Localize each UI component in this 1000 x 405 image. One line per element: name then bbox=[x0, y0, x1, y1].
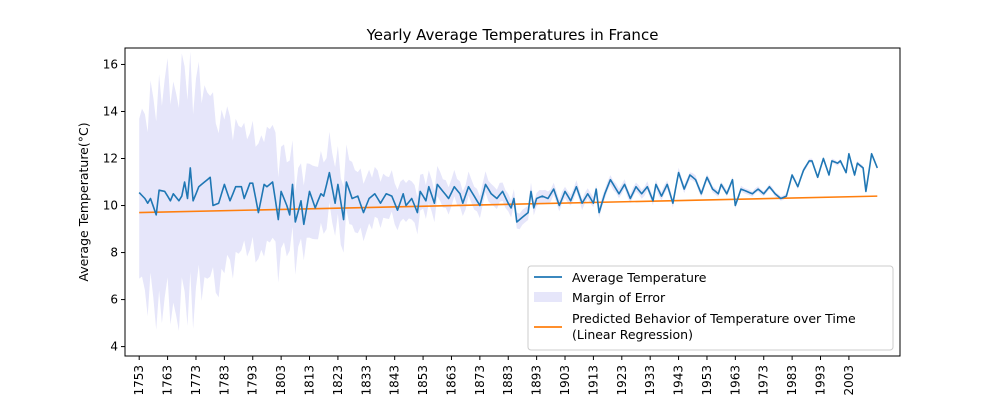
x-tick-label: 1883 bbox=[501, 365, 515, 396]
x-tick-label: 1893 bbox=[530, 365, 544, 396]
x-tick-label: 1943 bbox=[672, 365, 686, 396]
x-tick-label: 1763 bbox=[161, 365, 175, 396]
legend: Average Temperature Margin of Error Predic… bbox=[527, 265, 894, 351]
x-tick-label: 1843 bbox=[388, 365, 402, 396]
x-tick-label: 1823 bbox=[331, 365, 345, 396]
legend-label-regression: Predicted Behavior of Temperature over T… bbox=[572, 311, 856, 342]
x-tick-label: 1803 bbox=[274, 365, 288, 396]
x-tick-label: 1983 bbox=[785, 365, 799, 396]
y-tick-label: 10 bbox=[103, 199, 118, 213]
x-tick-label: 1793 bbox=[246, 365, 260, 396]
legend-box bbox=[527, 265, 894, 351]
y-tick-label: 8 bbox=[110, 246, 118, 260]
x-tick-label: 1993 bbox=[814, 365, 828, 396]
x-tick-label: 2003 bbox=[842, 365, 856, 396]
plot-area bbox=[138, 51, 879, 331]
chart-title: Yearly Average Temperatures in France bbox=[366, 26, 659, 44]
y-tick-label: 6 bbox=[110, 293, 118, 307]
average-temperature-line bbox=[138, 153, 879, 226]
legend-swatch-error-band bbox=[534, 292, 562, 302]
y-tick-label: 4 bbox=[110, 340, 118, 354]
x-tick-label: 1873 bbox=[473, 365, 487, 396]
legend-label-error-band: Margin of Error bbox=[572, 290, 666, 305]
legend-label-average: Average Temperature bbox=[572, 270, 707, 285]
x-tick-label: 1833 bbox=[359, 365, 373, 396]
axes-frame bbox=[124, 47, 901, 357]
x-tick-label: 1753 bbox=[132, 365, 146, 396]
x-tick-label: 1813 bbox=[303, 365, 317, 396]
x-tick-label: 1903 bbox=[558, 365, 572, 396]
x-tick-label: 1963 bbox=[728, 365, 742, 396]
x-tick-label: 1783 bbox=[217, 365, 231, 396]
x-tick-label: 1923 bbox=[615, 365, 629, 396]
x-tick-label: 1933 bbox=[643, 365, 657, 396]
y-tick-label: 14 bbox=[103, 104, 118, 118]
y-axis-title: Average Temperature(°C) bbox=[76, 122, 91, 281]
y-axis: 4 6 8 10 12 14 16 bbox=[103, 57, 125, 354]
x-tick-label: 1973 bbox=[757, 365, 771, 396]
x-axis: 1753 1763 1773 1783 1793 1803 1813 1823 1833 1843… bbox=[132, 356, 856, 396]
x-tick-label: 1913 bbox=[586, 365, 600, 396]
y-tick-label: 16 bbox=[103, 57, 118, 71]
x-tick-label: 1953 bbox=[700, 365, 714, 396]
x-tick-label: 1773 bbox=[189, 365, 203, 396]
error-band bbox=[139, 51, 878, 331]
x-tick-label: 1863 bbox=[444, 365, 458, 396]
y-tick-label: 12 bbox=[103, 152, 118, 166]
x-tick-label: 1853 bbox=[416, 365, 430, 396]
